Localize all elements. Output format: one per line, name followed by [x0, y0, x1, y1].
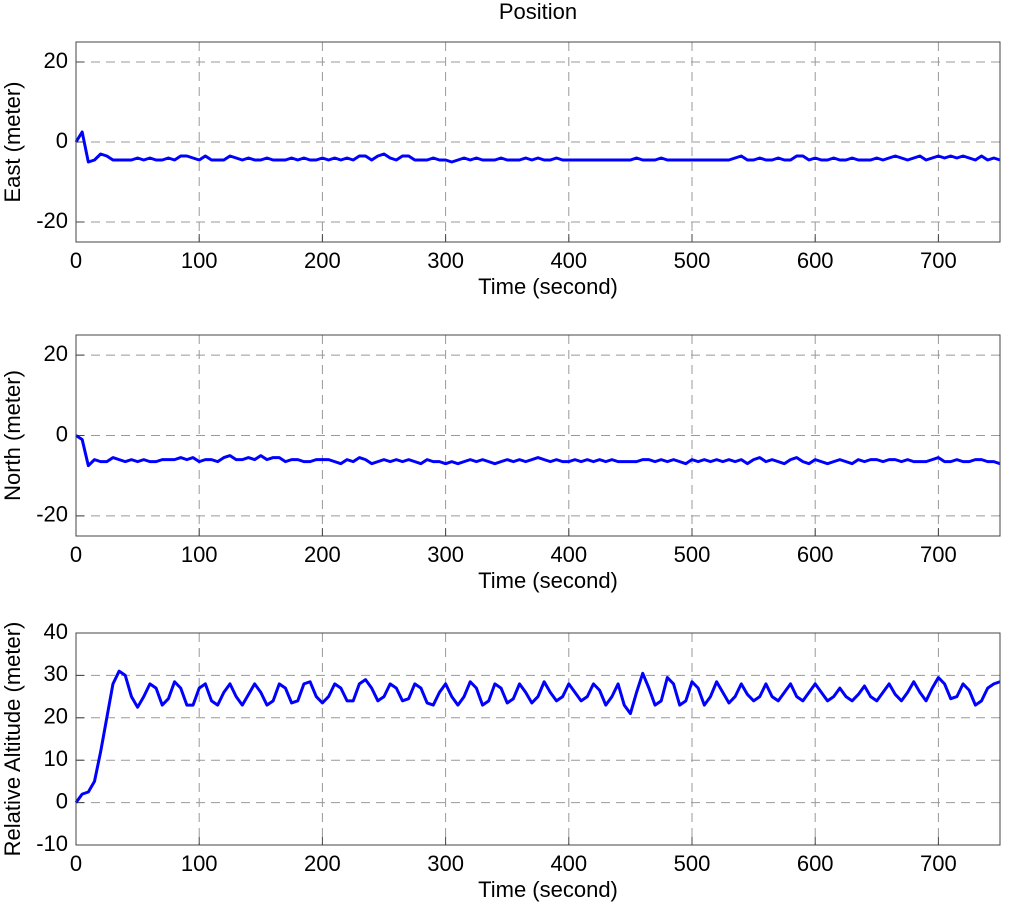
x-tick-label: 400 — [550, 248, 587, 273]
x-tick-label: 400 — [550, 851, 587, 876]
x-tick-label: 200 — [304, 542, 341, 567]
x-tick-label: 700 — [920, 248, 957, 273]
x-tick-label: 0 — [70, 248, 82, 273]
plot-frame — [75, 41, 1001, 243]
y-tick-label: 20 — [44, 341, 68, 366]
x-tick-label: 200 — [304, 248, 341, 273]
y-tick-label: -20 — [36, 502, 68, 527]
y-tick-label: 20 — [44, 704, 68, 729]
data-line — [74, 130, 1001, 164]
plot-frame — [75, 334, 1001, 537]
x-axis-label: Time (second) — [478, 274, 618, 299]
x-tick-label: 300 — [427, 248, 464, 273]
x-tick-label: 0 — [70, 851, 82, 876]
x-tick-label: 200 — [304, 851, 341, 876]
x-tick-label: 0 — [70, 542, 82, 567]
y-axis-label: Relative Altitude (meter) — [0, 622, 25, 857]
x-tick-label: 600 — [797, 248, 834, 273]
x-tick-label: 600 — [797, 542, 834, 567]
y-axis-label: North (meter) — [0, 370, 25, 501]
y-tick-label: 0 — [56, 788, 68, 813]
x-tick-label: 500 — [674, 542, 711, 567]
y-axis-label: East (meter) — [0, 81, 25, 202]
data-line — [74, 669, 1001, 804]
y-tick-label: 40 — [44, 619, 68, 644]
y-tick-label: 0 — [56, 128, 68, 153]
y-tick-label: 10 — [44, 746, 68, 771]
x-tick-label: 300 — [427, 851, 464, 876]
plot-frame — [75, 632, 1001, 846]
x-tick-label: 500 — [674, 248, 711, 273]
x-tick-label: 300 — [427, 542, 464, 567]
figure-title: Position — [499, 0, 577, 24]
x-tick-label: 500 — [674, 851, 711, 876]
data-line — [75, 434, 1001, 468]
x-tick-label: 100 — [181, 248, 218, 273]
x-tick-label: 400 — [550, 542, 587, 567]
y-tick-label: -20 — [36, 208, 68, 233]
x-tick-label: 600 — [797, 851, 834, 876]
y-tick-label: -10 — [36, 831, 68, 856]
y-tick-label: 20 — [44, 48, 68, 73]
x-tick-label: 100 — [181, 851, 218, 876]
x-tick-label: 700 — [920, 851, 957, 876]
x-axis-label: Time (second) — [478, 877, 618, 902]
x-tick-label: 700 — [920, 542, 957, 567]
x-tick-label: 100 — [181, 542, 218, 567]
x-axis-label: Time (second) — [478, 568, 618, 593]
plot-area — [76, 633, 1000, 845]
y-tick-label: 30 — [44, 661, 68, 686]
y-tick-label: 0 — [56, 421, 68, 446]
